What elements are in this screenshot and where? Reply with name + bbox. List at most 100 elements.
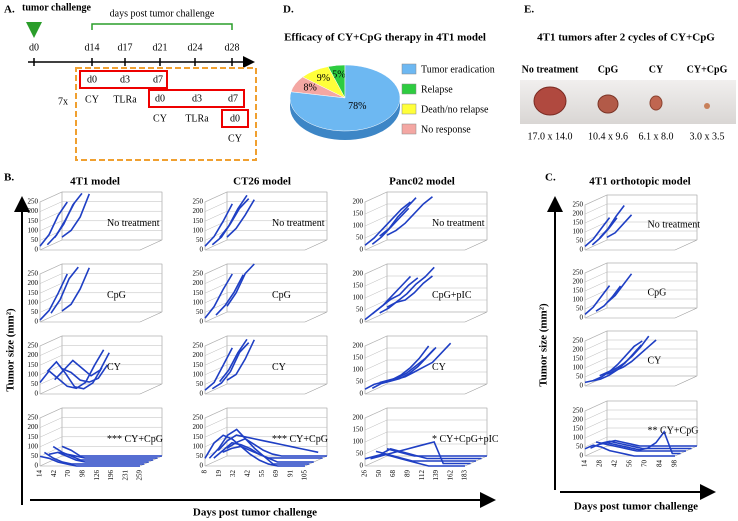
grid-line — [39, 282, 162, 294]
panel-title: Efficacy of CY+CpG therapy in 4T1 model — [284, 32, 486, 44]
grid-line — [204, 230, 327, 241]
tumor-curve — [208, 428, 310, 465]
y-tick-label: 250 — [193, 198, 204, 206]
size-label: 6.1 x 8.0 — [639, 131, 674, 142]
x-tick-label: 84 — [656, 460, 664, 468]
x-tick-label: 26 — [361, 470, 369, 478]
x-tick-label: 259 — [136, 470, 144, 481]
y-tick-label: 250 — [193, 270, 204, 278]
tumor-curve — [226, 199, 255, 238]
condition-label: CpG — [272, 290, 291, 301]
y-tick-label: 0 — [580, 246, 584, 254]
grid-line — [39, 302, 162, 313]
grid-line — [584, 330, 697, 342]
tumor-curve — [204, 203, 233, 247]
x-tick-label: 68 — [389, 470, 397, 478]
y-tick-label: 150 — [573, 425, 584, 433]
grid-line — [364, 227, 487, 239]
tumor-curve — [606, 214, 633, 239]
tumor-curve — [215, 274, 244, 316]
grid-line — [39, 426, 162, 438]
grid-line — [584, 203, 697, 215]
y-tick-label: 100 — [353, 366, 364, 374]
y-tick-label: 0 — [35, 462, 39, 470]
condition-label: CY — [648, 356, 662, 367]
grid-line — [584, 271, 697, 283]
grid-line — [204, 383, 327, 395]
condition-label: * CY+CpG+pIC — [432, 434, 499, 445]
y-tick-label: 50 — [196, 308, 204, 316]
grid-line — [584, 307, 697, 319]
repeat-label: 7x — [58, 96, 68, 107]
y-tick-label: 200 — [353, 342, 364, 350]
legend-swatch — [401, 123, 417, 135]
tumor-curve — [386, 342, 452, 383]
y-tick-label: 100 — [353, 222, 364, 230]
tumor-curve — [364, 453, 465, 467]
tumor-curve — [371, 277, 419, 315]
day-label: d28 — [225, 42, 240, 53]
y-tick-label: 150 — [193, 289, 204, 297]
tumor-curve — [606, 273, 633, 304]
grid-line — [364, 347, 487, 359]
x-axis-label: Days post tumor challenge — [574, 501, 698, 513]
y-tick-label: 250 — [573, 269, 584, 277]
legend-swatch — [401, 103, 417, 115]
x-tick-label: 69 — [272, 470, 280, 478]
day-label: d14 — [85, 42, 100, 53]
y-tick-label: 200 — [193, 207, 204, 215]
y-tick-label: 0 — [580, 314, 584, 322]
tumor-curve — [61, 193, 91, 238]
tumor-curve — [375, 450, 476, 462]
grid-line — [204, 239, 327, 251]
y-tick-label: 50 — [31, 308, 39, 316]
condition-label: No treatment — [107, 218, 160, 229]
y-tick-label: 100 — [353, 294, 364, 302]
condition-label: *** CY+CpG — [272, 434, 328, 445]
grid-line — [364, 335, 487, 347]
pie-label: 5% — [332, 69, 345, 80]
panel-title: 4T1 tumors after 2 cycles of CY+CpG — [537, 32, 715, 44]
x-axis-label: Days post tumor challenge — [193, 507, 317, 519]
y-tick-label: 150 — [353, 282, 364, 290]
cycle-day: d3 — [120, 74, 130, 85]
grid-line — [204, 374, 327, 385]
panel-label: A. — [4, 4, 15, 16]
condition-label: No treatment — [648, 220, 701, 231]
grid-line — [364, 191, 487, 203]
tumor-curve — [595, 441, 686, 452]
grid-line — [584, 427, 697, 439]
x-tick-label: 70 — [641, 460, 649, 468]
y-tick-label: 50 — [356, 450, 364, 458]
x-tick-label: 98 — [671, 460, 679, 468]
y-tick-label: 150 — [193, 217, 204, 225]
x-tick-label: 162 — [446, 470, 454, 481]
y-tick-label: 0 — [580, 452, 584, 460]
grid-line — [364, 407, 487, 419]
y-tick-label: 150 — [28, 433, 39, 441]
grid-line — [39, 446, 162, 457]
tumor-curve — [43, 451, 145, 465]
x-tick-label: 112 — [418, 470, 426, 481]
grid-line — [584, 298, 697, 310]
y-tick-label: 50 — [576, 305, 584, 313]
tumor-curve — [219, 194, 248, 239]
cycle-box — [148, 89, 245, 108]
cycle-drug: CY — [228, 133, 242, 144]
cycle-day: d0 — [230, 113, 240, 124]
grid-line — [204, 220, 327, 232]
y-tick-label: 200 — [193, 351, 204, 359]
y-tick-label: 100 — [193, 442, 204, 450]
y-tick-label: 250 — [28, 270, 39, 278]
x-tick-label: 19 — [215, 470, 223, 478]
grid-line — [39, 263, 162, 275]
y-tick-label: 100 — [573, 296, 584, 304]
tumor-curve — [601, 440, 692, 450]
tumor-photo — [533, 86, 567, 116]
day-label: d17 — [118, 42, 133, 53]
y-tick-label: 50 — [196, 236, 204, 244]
y-tick-label: 0 — [200, 246, 204, 254]
tumor-curve — [204, 273, 233, 319]
y-tick-label: 100 — [28, 442, 39, 450]
tumor-curve — [213, 441, 314, 463]
